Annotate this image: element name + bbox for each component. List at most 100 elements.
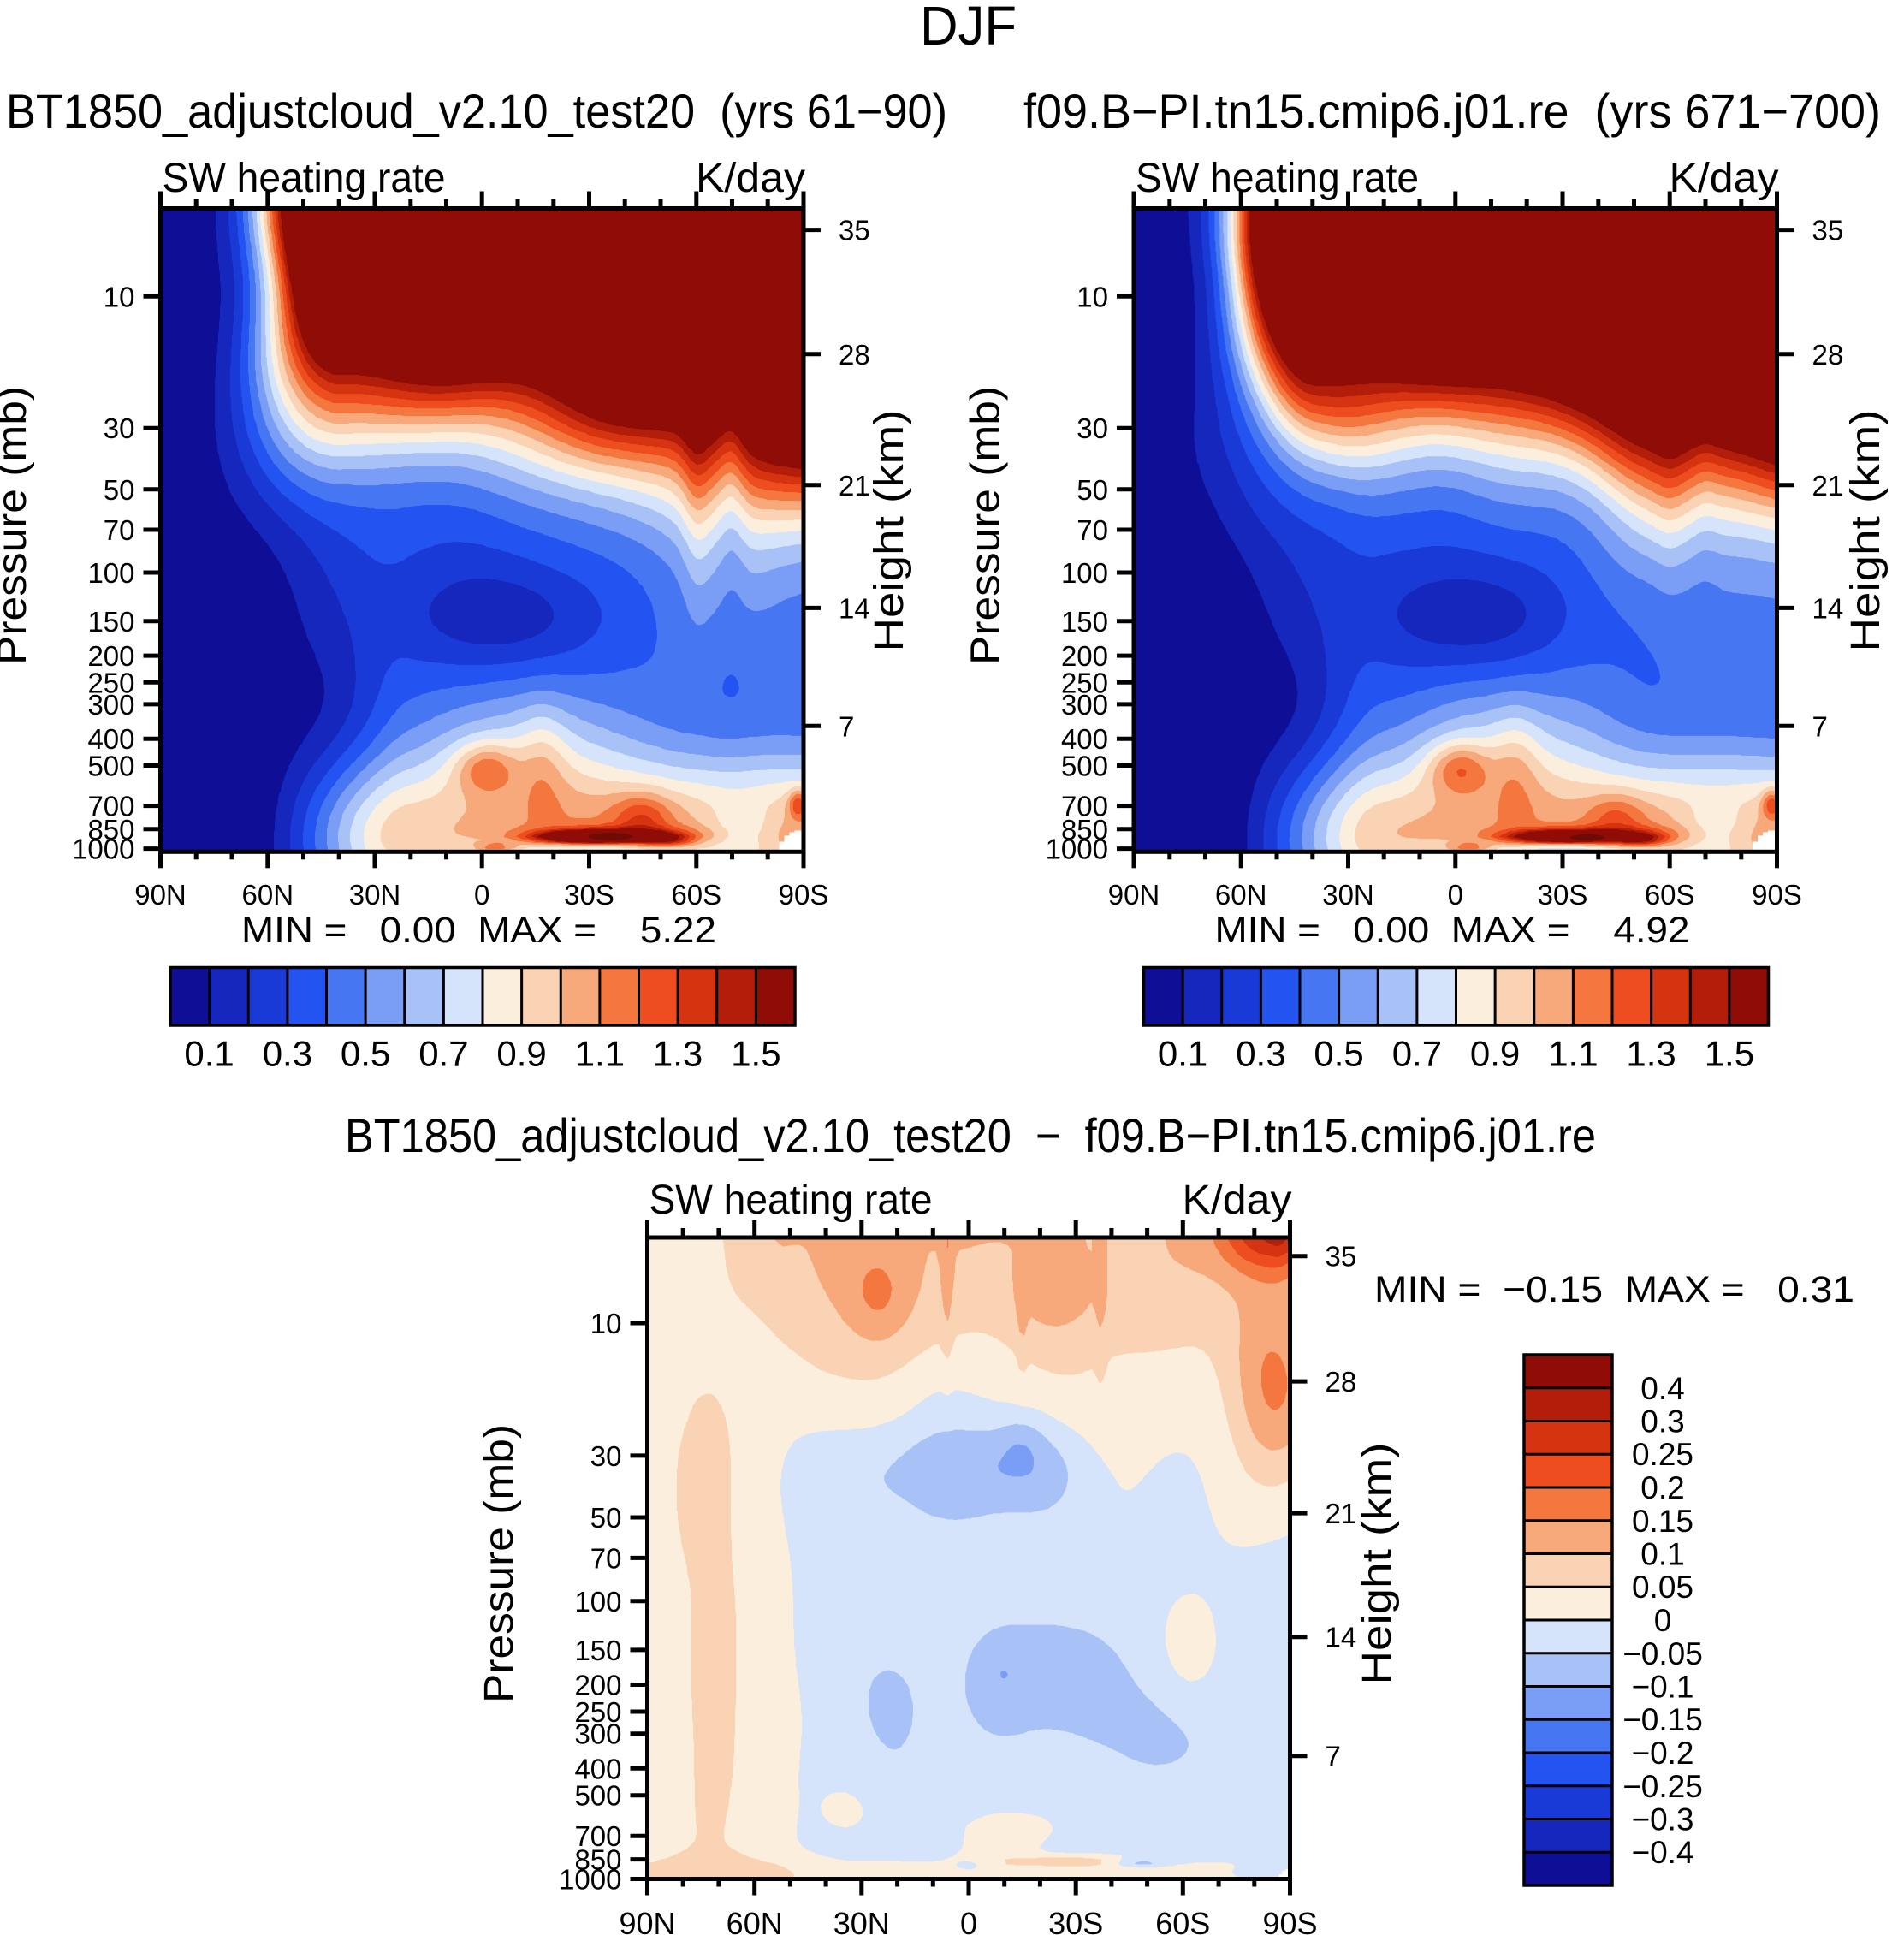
svg-text:300: 300: [1061, 689, 1108, 721]
svg-text:−0.25: −0.25: [1622, 1769, 1703, 1804]
svg-text:90S: 90S: [1262, 1906, 1317, 1935]
svg-text:14: 14: [1812, 592, 1844, 624]
svg-text:0.1: 0.1: [184, 1034, 234, 1074]
svg-text:300: 300: [87, 689, 134, 721]
svg-text:50: 50: [1077, 474, 1108, 506]
svg-text:0: 0: [474, 879, 489, 911]
svg-text:K/day: K/day: [1670, 156, 1779, 201]
svg-text:90S: 90S: [779, 879, 829, 911]
svg-text:0.5: 0.5: [1314, 1034, 1363, 1074]
svg-text:250: 250: [1061, 667, 1108, 698]
svg-text:−0.1: −0.1: [1631, 1670, 1693, 1705]
svg-text:50: 50: [590, 1502, 622, 1534]
svg-text:0.25: 0.25: [1632, 1437, 1693, 1472]
svg-text:30: 30: [590, 1440, 622, 1472]
svg-text:90S: 90S: [1752, 879, 1802, 911]
svg-text:0.3: 0.3: [263, 1034, 312, 1074]
svg-text:f09.B−PI.tn15.cmip6.j01.re (y: f09.B−PI.tn15.cmip6.j01.re (yrs 671−700): [1023, 84, 1881, 138]
svg-text:70: 70: [590, 1542, 622, 1574]
svg-text:0.3: 0.3: [1236, 1034, 1285, 1074]
svg-text:30N: 30N: [833, 1906, 890, 1935]
svg-text:0.4: 0.4: [1640, 1371, 1684, 1406]
svg-text:0.1: 0.1: [1640, 1537, 1684, 1572]
svg-text:150: 150: [574, 1635, 621, 1666]
svg-text:1000: 1000: [72, 834, 134, 865]
svg-text:35: 35: [1326, 1241, 1357, 1273]
svg-text:70: 70: [1077, 514, 1108, 546]
svg-text:700: 700: [574, 1820, 621, 1852]
svg-text:200: 200: [87, 640, 134, 672]
svg-text:30: 30: [104, 413, 135, 444]
svg-text:10: 10: [104, 281, 135, 312]
svg-text:K/day: K/day: [1183, 1178, 1292, 1223]
svg-text:0: 0: [1448, 879, 1463, 911]
svg-text:150: 150: [1061, 606, 1108, 638]
svg-text:30S: 30S: [1538, 879, 1588, 911]
svg-text:400: 400: [87, 723, 134, 755]
svg-text:BT1850_adjustcloud_v2.10_test2: BT1850_adjustcloud_v2.10_test20 − f09.B−…: [345, 1108, 1596, 1162]
svg-text:SW heating rate: SW heating rate: [649, 1178, 933, 1223]
svg-text:−0.15: −0.15: [1622, 1702, 1703, 1737]
svg-text:0.7: 0.7: [1392, 1034, 1442, 1074]
svg-text:1.1: 1.1: [1548, 1034, 1598, 1074]
svg-text:0.7: 0.7: [418, 1034, 468, 1074]
svg-text:Height (km): Height (km): [867, 410, 912, 652]
svg-text:30: 30: [1077, 413, 1108, 444]
svg-text:200: 200: [574, 1670, 621, 1701]
svg-text:400: 400: [1061, 723, 1108, 755]
svg-text:30N: 30N: [349, 879, 401, 911]
svg-text:60N: 60N: [727, 1906, 783, 1935]
svg-text:1.5: 1.5: [731, 1034, 780, 1074]
svg-text:500: 500: [574, 1780, 621, 1812]
svg-text:0: 0: [1654, 1603, 1672, 1638]
svg-text:Pressure (mb): Pressure (mb): [0, 386, 35, 665]
svg-text:250: 250: [87, 667, 134, 698]
svg-text:21: 21: [1812, 470, 1844, 502]
svg-text:30N: 30N: [1322, 879, 1374, 911]
svg-text:50: 50: [104, 474, 135, 506]
svg-text:500: 500: [1061, 751, 1108, 782]
svg-text:Pressure (mb): Pressure (mb): [964, 386, 1009, 665]
svg-text:Height (km): Height (km): [1843, 410, 1889, 652]
svg-text:MIN = −0.15 MAX = 0.31: MIN = −0.15 MAX = 0.31: [1374, 1269, 1854, 1310]
svg-text:28: 28: [839, 339, 870, 371]
svg-text:0.5: 0.5: [341, 1034, 390, 1074]
svg-text:30S: 30S: [564, 879, 614, 911]
svg-text:0.2: 0.2: [1640, 1470, 1684, 1505]
svg-text:DJF: DJF: [920, 0, 1017, 56]
svg-text:−0.2: −0.2: [1631, 1736, 1693, 1771]
svg-text:MIN = 0.00 MAX = 5.22: MIN = 0.00 MAX = 5.22: [241, 910, 716, 951]
svg-text:21: 21: [839, 470, 870, 502]
svg-text:7: 7: [839, 710, 854, 742]
svg-text:60S: 60S: [671, 879, 721, 911]
svg-text:−0.4: −0.4: [1631, 1835, 1693, 1870]
svg-text:300: 300: [574, 1718, 621, 1750]
svg-text:850: 850: [87, 814, 134, 846]
svg-text:700: 700: [1061, 791, 1108, 822]
svg-text:28: 28: [1812, 339, 1844, 371]
svg-text:400: 400: [574, 1753, 621, 1784]
svg-text:7: 7: [1812, 710, 1828, 742]
svg-text:0.9: 0.9: [1470, 1034, 1520, 1074]
svg-text:70: 70: [104, 514, 135, 546]
svg-text:14: 14: [839, 592, 870, 624]
svg-text:30S: 30S: [1048, 1906, 1103, 1935]
svg-text:14: 14: [1326, 1622, 1357, 1653]
svg-text:K/day: K/day: [696, 156, 805, 201]
svg-text:1.1: 1.1: [575, 1034, 625, 1074]
svg-text:7: 7: [1326, 1741, 1341, 1772]
svg-text:1.5: 1.5: [1705, 1034, 1754, 1074]
svg-text:−0.3: −0.3: [1631, 1802, 1693, 1837]
svg-text:Pressure (mb): Pressure (mb): [477, 1424, 522, 1703]
svg-text:0.9: 0.9: [496, 1034, 546, 1074]
svg-text:150: 150: [87, 606, 134, 638]
svg-text:90N: 90N: [134, 879, 187, 911]
svg-text:90N: 90N: [1108, 879, 1160, 911]
svg-text:35: 35: [1812, 215, 1844, 246]
svg-text:100: 100: [1061, 557, 1108, 589]
svg-text:60S: 60S: [1645, 879, 1695, 911]
svg-text:0.3: 0.3: [1640, 1404, 1684, 1439]
svg-text:850: 850: [574, 1844, 621, 1876]
svg-text:0: 0: [960, 1906, 977, 1935]
svg-text:−0.05: −0.05: [1622, 1636, 1703, 1671]
